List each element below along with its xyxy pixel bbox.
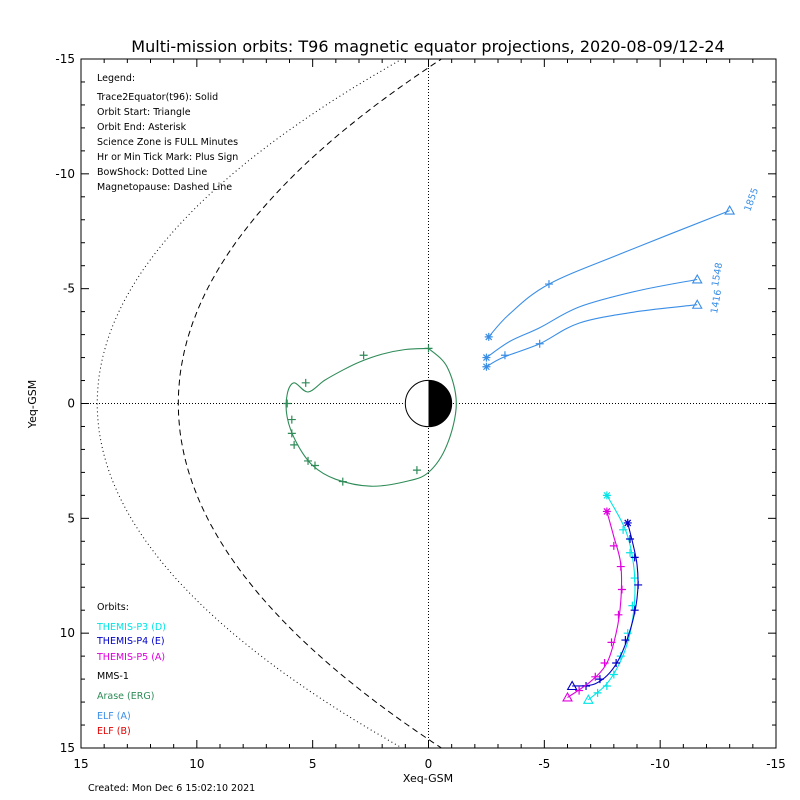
orbit-legend-item: ELF (B) bbox=[97, 726, 131, 737]
bowshock-line bbox=[96, 59, 404, 748]
legend-line: Orbit Start: Triangle bbox=[97, 107, 191, 118]
orbit-line bbox=[488, 210, 730, 338]
chart-title: Multi-mission orbits: T96 magnetic equat… bbox=[131, 37, 724, 56]
y-tick-label: -10 bbox=[55, 167, 75, 181]
orbit-legend-item: ELF (A) bbox=[97, 711, 131, 722]
y-tick-label: -15 bbox=[55, 52, 75, 66]
orbit-legend-item: MMS-1 bbox=[97, 671, 129, 682]
tick-mark bbox=[630, 574, 639, 583]
orbit-end-marker bbox=[602, 507, 611, 516]
tick-mark bbox=[412, 466, 421, 475]
orbit-start-marker bbox=[582, 694, 594, 704]
x-tick-label: -10 bbox=[650, 757, 670, 771]
tick-mark bbox=[359, 351, 368, 360]
orbits-legend: Orbits: THEMIS-P3 (D) THEMIS-P4 (E) THEM… bbox=[96, 602, 166, 737]
x-axis-label: Xeq-GSM bbox=[403, 772, 453, 785]
tick-mark bbox=[626, 535, 635, 544]
orbit-end-marker bbox=[602, 491, 611, 500]
tick-mark bbox=[602, 681, 611, 690]
orbit-start-marker bbox=[566, 680, 578, 691]
orbit-end-marker bbox=[484, 332, 493, 341]
y-tick-label: 10 bbox=[60, 626, 75, 640]
tick-mark bbox=[535, 339, 544, 348]
tick-mark bbox=[628, 601, 637, 610]
y-tick-label: 15 bbox=[60, 741, 75, 755]
orbit-line bbox=[285, 347, 457, 487]
legend-line: Science Zone is FULL Minutes bbox=[97, 137, 238, 148]
orbit-end-marker bbox=[623, 518, 632, 527]
x-tick-label: 0 bbox=[425, 757, 433, 771]
tick-mark bbox=[626, 548, 635, 557]
y-axis-label: Yeq-GSM bbox=[26, 380, 39, 429]
tick-mark bbox=[614, 610, 623, 619]
legend-line: Hr or Min Tick Mark: Plus Sign bbox=[97, 152, 238, 163]
y-tick-label: -5 bbox=[63, 282, 75, 296]
tick-mark bbox=[287, 415, 296, 424]
tick-mark bbox=[609, 670, 618, 679]
legend-header: Legend: bbox=[97, 73, 135, 84]
tick-mark bbox=[612, 659, 621, 668]
orbit-start-marker bbox=[562, 691, 573, 702]
tick-mark bbox=[582, 681, 591, 690]
x-tick-label: -5 bbox=[538, 757, 550, 771]
tick-mark bbox=[283, 399, 292, 408]
annotation-label: 1416 bbox=[709, 289, 724, 315]
x-tick-label: 5 bbox=[309, 757, 317, 771]
orbit-end-marker bbox=[482, 353, 491, 362]
tick-mark bbox=[616, 562, 625, 571]
tick-mark bbox=[304, 456, 313, 465]
annotation-label: 1548 bbox=[710, 262, 725, 288]
tick-mark bbox=[591, 672, 600, 681]
orbit-legend-item: THEMIS-P4 (E) bbox=[96, 636, 165, 647]
tick-mark bbox=[607, 638, 616, 647]
magnetopause-line bbox=[177, 59, 443, 748]
orbit-start-marker bbox=[691, 273, 703, 284]
tick-mark bbox=[609, 541, 618, 550]
tick-mark bbox=[310, 461, 319, 470]
footer-created: Created: Mon Dec 6 15:02:10 2021 bbox=[88, 783, 255, 794]
x-tick-label: 10 bbox=[189, 757, 204, 771]
x-tick-label: 15 bbox=[73, 757, 88, 771]
legend-line: BowShock: Dotted Line bbox=[97, 167, 207, 178]
orbit-line bbox=[587, 495, 636, 701]
tick-mark bbox=[630, 606, 639, 615]
plot-area: 15 10 5 0 -5 -10 -15 -15 -10 -5 0 5 10 15 bbox=[55, 52, 786, 771]
orbit-legend-item: THEMIS-P5 (A) bbox=[96, 652, 165, 663]
orbit-line bbox=[486, 278, 698, 359]
tick-mark bbox=[600, 659, 609, 668]
tick-mark bbox=[544, 280, 553, 289]
orbit-end-marker bbox=[482, 362, 491, 371]
tick-mark bbox=[630, 553, 639, 562]
orbits-legend-header: Orbits: bbox=[97, 602, 129, 613]
tick-mark bbox=[338, 477, 347, 486]
orbit-start-marker bbox=[691, 299, 703, 309]
legend-line: Trace2Equator(t96): Solid bbox=[96, 92, 218, 103]
orbit-legend-item: THEMIS-P3 (D) bbox=[96, 622, 166, 633]
tick-mark bbox=[575, 686, 584, 695]
legend-line: Magnetopause: Dashed Line bbox=[97, 182, 232, 193]
tick-mark bbox=[301, 378, 310, 387]
tick-mark bbox=[595, 675, 604, 684]
x-tick-label: -15 bbox=[766, 757, 786, 771]
tick-mark bbox=[287, 429, 296, 438]
orbit-line bbox=[572, 522, 639, 687]
orbit-start-marker bbox=[724, 204, 736, 215]
earth-night-side bbox=[428, 380, 452, 427]
tick-mark bbox=[623, 629, 632, 638]
tick-mark bbox=[634, 580, 643, 589]
legend-line: Orbit End: Asterisk bbox=[97, 122, 187, 133]
tick-mark bbox=[593, 688, 602, 697]
tick-mark bbox=[424, 344, 433, 353]
tick-mark bbox=[617, 585, 626, 594]
orbit-legend-item: Arase (ERG) bbox=[97, 691, 154, 702]
legend-block: Legend: Trace2Equator(t96): Solid Orbit … bbox=[96, 73, 238, 193]
y-tick-label: 5 bbox=[67, 511, 75, 525]
y-tick-label: 0 bbox=[67, 397, 75, 411]
tick-mark bbox=[621, 636, 630, 645]
orbit-line bbox=[486, 304, 698, 368]
tick-mark bbox=[619, 525, 628, 534]
tick-mark bbox=[290, 440, 299, 449]
